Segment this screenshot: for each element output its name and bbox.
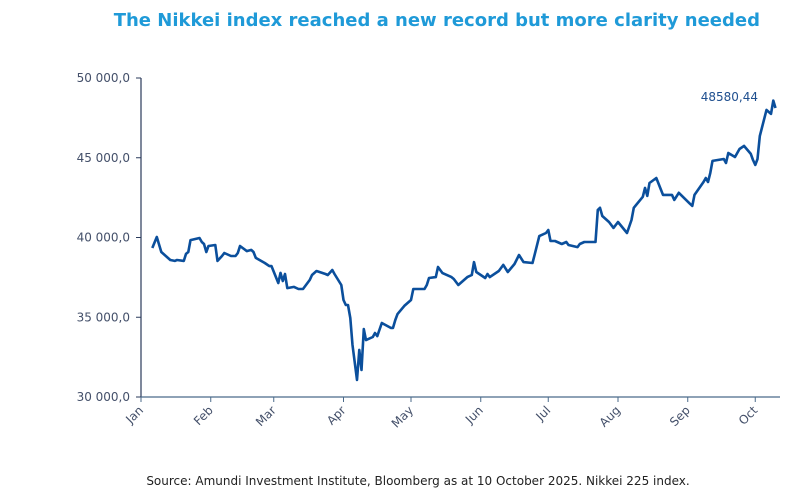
nikkei-line [151, 99, 777, 382]
y-tick-label: 40 000,0 [77, 231, 130, 245]
source-note: Source: Amundi Investment Institute, Blo… [146, 474, 690, 488]
x-tick-label: Apr [324, 403, 349, 428]
x-tick-label: Feb [191, 403, 216, 428]
x-tick-label: Aug [597, 403, 623, 429]
y-tick-label: 35 000,0 [77, 310, 130, 324]
x-tick-label: Sep [667, 403, 693, 429]
last-value-label: 48580,44 [701, 90, 758, 104]
x-tick-label: Jan [122, 403, 146, 427]
x-tick-label: Jul [533, 403, 554, 424]
y-tick-label: 50 000,0 [77, 71, 130, 85]
y-tick-label: 30 000,0 [77, 390, 130, 404]
x-tick-label: Oct [736, 403, 761, 428]
x-tick-label: Jun [462, 403, 486, 427]
x-tick-label: May [389, 403, 416, 430]
x-tick-label: Mar [253, 403, 279, 429]
y-tick-label: 45 000,0 [77, 151, 130, 165]
chart-title: The Nikkei index reached a new record bu… [113, 10, 760, 31]
